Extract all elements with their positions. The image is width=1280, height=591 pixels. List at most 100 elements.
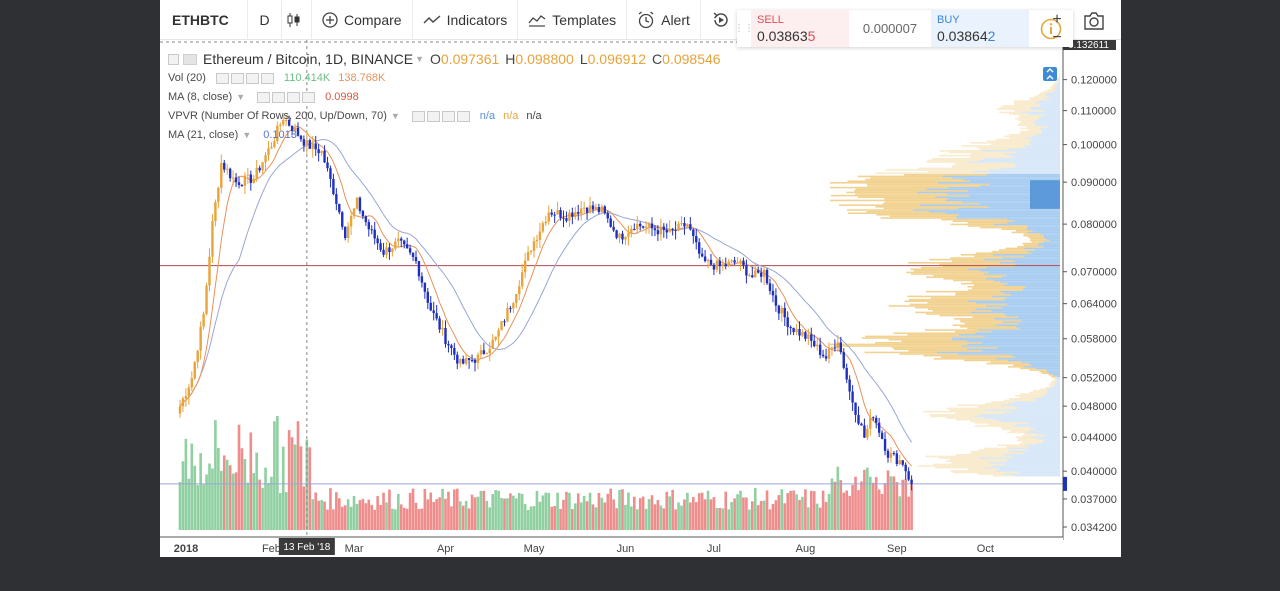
vpvr-up-bar [915,311,971,314]
volume-bar [804,489,807,530]
candle-body [211,221,214,257]
vpvr-down-bar [1013,156,1060,159]
candle-body [237,182,241,185]
chevron-down-icon[interactable]: ▼ [236,92,246,102]
vpvr-down-bar [947,198,1060,200]
alert-button[interactable]: Alert [627,0,701,39]
candle-body [270,146,273,149]
vpvr-down-bar [984,158,1060,160]
vpvr-up-bar [910,268,968,271]
candle-body [774,295,778,306]
candle-body [895,453,899,465]
camera-icon[interactable] [1082,10,1106,32]
chart-type-button[interactable] [282,0,312,39]
ma21-line [179,139,913,443]
candle-body [683,223,686,227]
eye-icon[interactable] [215,72,229,84]
vpvr-up-bar [955,294,1011,296]
volume-bar [689,502,692,530]
close-icon[interactable] [302,91,316,103]
info-button[interactable] [1029,10,1073,47]
scroll-to-latest-icon[interactable] [1043,67,1057,81]
vpvr-down-bar [1017,316,1060,319]
time-tick-label: May [524,543,545,555]
sell-price: 0.03863 [757,28,808,44]
eye-icon[interactable] [411,110,425,122]
volume-bar [506,498,509,530]
plus-icon[interactable]: + [1052,11,1062,28]
price-tick-label: 0.037000 [1071,494,1117,506]
more-icon[interactable] [441,110,455,122]
volume-bar [745,497,748,530]
vpvr-down-bar [977,329,1060,331]
vpvr-up-bar [933,274,1006,277]
vpvr-down-bar [1056,380,1060,383]
more-icon[interactable] [287,91,301,103]
vpvr-up-bar [1020,130,1043,133]
volume-bar [715,507,719,530]
chevron-down-icon[interactable]: ▼ [242,130,252,140]
vpvr-up-bar [876,214,959,216]
indicators-button[interactable]: Indicators [413,0,519,39]
candle-body [624,236,627,240]
volume-bar [349,506,353,530]
vpvr-down-bar [1024,255,1060,258]
vpvr-down-bar [999,262,1060,264]
minus-icon[interactable]: − [1052,29,1062,46]
close-icon[interactable] [260,72,274,84]
chevron-down-icon[interactable]: ▼ [390,111,400,121]
more-icon[interactable] [245,72,259,84]
vpvr-down-bar [1014,220,1060,223]
settings-icon[interactable] [230,72,244,84]
collapse-icon[interactable] [168,53,179,65]
close-icon[interactable] [456,110,470,122]
candle-body [877,422,881,433]
price-chart[interactable]: 0.120000 0.110000 0.100000 0.090000 0.080000… [160,0,1121,557]
vpvr-up-bar [952,220,1015,223]
volume-bar [461,505,465,530]
vpvr-up-bar [893,332,975,335]
symbol-search[interactable]: ETHBTC [160,0,248,39]
interval-button[interactable]: D [248,0,282,39]
vpvr-up-bar [1020,121,1034,123]
candle-body [538,231,542,240]
eye-icon[interactable] [257,91,271,103]
vpvr-up-bar [1049,385,1055,387]
candle-body [727,261,730,267]
volume-bar [252,473,256,530]
vpvr-up-bar [999,249,1035,251]
drag-handle[interactable]: ⋮⋮ [734,23,754,34]
compare-button[interactable]: Compare [312,0,413,39]
volume-bar [178,481,182,530]
vpvr-down-bar [1055,85,1060,88]
candle-body [317,149,320,154]
volume-bar [830,478,834,530]
sell-button[interactable]: SELL 0.038635 [751,10,849,47]
volume-bar [818,507,822,530]
vpvr-up-bar [972,316,1018,319]
volume-bar [697,493,701,530]
vpvr-up-bar [1013,364,1032,367]
vpvr-value-2: n/a [503,110,519,122]
compare-label: Compare [344,11,402,28]
vpvr-up-bar [963,359,1008,362]
chevron-down-icon[interactable]: ▼ [415,54,424,64]
vpvr-up-bar [855,193,948,195]
settings-icon[interactable] [426,110,440,122]
volume-bar [630,506,633,530]
vpvr-up-bar [955,418,994,421]
vpvr-up-bar [970,450,1009,453]
candle-body [574,212,577,217]
vpvr-down-bar [979,202,1060,205]
replay-button[interactable] [701,0,747,39]
vpvr-down-bar [1010,294,1060,296]
vpvr-down-bar [986,266,1060,269]
vpvr-down-bar [1043,97,1060,99]
candle-body [898,460,901,465]
volume-bar [694,502,698,530]
candle-body [243,175,247,186]
candle-body [314,143,317,150]
buy-button[interactable]: BUY 0.038642 [931,10,1029,47]
settings-icon[interactable] [272,91,286,103]
templates-button[interactable]: Templates [518,0,628,39]
